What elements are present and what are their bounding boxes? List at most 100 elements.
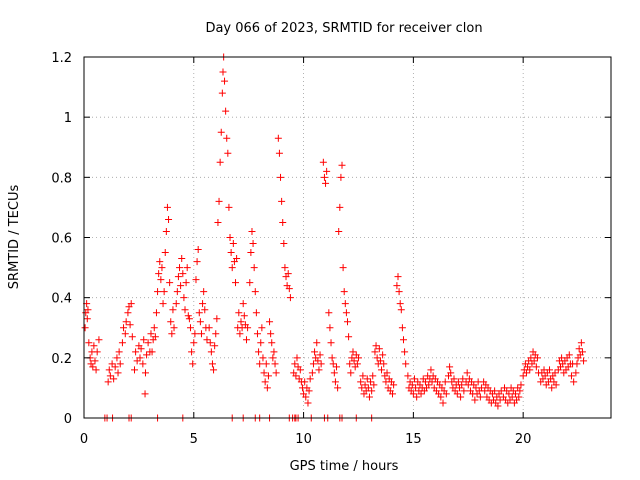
data-point (270, 348, 278, 356)
data-point (226, 234, 234, 241)
data-point (522, 369, 530, 377)
data-point (197, 330, 205, 338)
x-tick-label: 0 (80, 432, 88, 447)
y-tick-label: 0.6 (51, 232, 72, 247)
data-point (81, 324, 89, 332)
data-point (342, 309, 350, 317)
data-point (368, 387, 376, 395)
data-point (316, 351, 324, 359)
data-point (277, 173, 285, 181)
data-point (410, 375, 418, 383)
data-point (180, 294, 188, 302)
data-point (336, 203, 344, 211)
data-point (216, 158, 224, 166)
data-point (92, 366, 100, 374)
data-point (291, 360, 299, 368)
data-point (206, 339, 214, 347)
data-point (460, 387, 468, 395)
data-point (113, 354, 121, 362)
data-point (269, 354, 277, 362)
data-point (323, 167, 331, 175)
data-point (331, 378, 339, 386)
data-point (363, 375, 371, 383)
data-point (458, 381, 466, 389)
data-point (357, 378, 365, 386)
data-point (120, 324, 128, 332)
data-point (196, 318, 204, 326)
data-point (279, 218, 287, 226)
data-point (399, 336, 407, 344)
data-point (104, 378, 112, 386)
data-point (548, 384, 556, 392)
data-point (90, 342, 98, 350)
data-point (252, 309, 260, 317)
data-point (208, 360, 216, 368)
data-point (212, 330, 220, 338)
data-point (361, 381, 369, 389)
data-point (177, 282, 185, 290)
data-point (257, 339, 265, 347)
data-point (322, 179, 330, 187)
data-point (286, 294, 294, 302)
data-point (346, 360, 354, 368)
data-point (285, 285, 293, 293)
data-point (181, 306, 189, 314)
x-axis-label: GPS time / hours (290, 459, 399, 474)
y-tick-label: 1 (64, 111, 72, 126)
data-point (396, 300, 404, 308)
data-point (110, 375, 118, 383)
data-point (453, 390, 461, 398)
data-point (223, 134, 231, 142)
data-point (215, 197, 223, 205)
x-tick-label: 15 (405, 432, 422, 447)
data-point (365, 393, 373, 401)
data-point (471, 396, 479, 404)
data-point (369, 372, 377, 380)
data-point (463, 369, 471, 377)
data-point (147, 330, 155, 338)
data-point (281, 264, 289, 272)
data-point (315, 366, 323, 374)
data-point (390, 381, 398, 389)
data-point (122, 318, 130, 326)
data-point (229, 240, 237, 248)
data-point (457, 393, 465, 401)
data-point (371, 348, 379, 356)
data-point (446, 363, 454, 371)
data-point (280, 240, 288, 248)
data-point (242, 336, 250, 344)
data-point (459, 375, 467, 383)
data-point (85, 339, 93, 347)
data-point (139, 360, 147, 368)
data-point (389, 390, 397, 398)
data-point (378, 366, 386, 374)
data-point (200, 288, 208, 296)
data-point (327, 339, 335, 347)
data-point (247, 249, 255, 257)
data-point (439, 399, 447, 407)
data-point (183, 264, 191, 272)
data-point (179, 270, 187, 278)
data-point (373, 354, 381, 362)
data-point (349, 348, 357, 356)
data-point (450, 375, 458, 383)
data-point (83, 315, 91, 323)
data-point (367, 378, 375, 386)
data-point (222, 107, 230, 115)
data-point (95, 336, 103, 344)
data-point (228, 264, 236, 272)
data-point (207, 348, 215, 356)
data-point (256, 360, 264, 368)
data-point (335, 227, 343, 235)
data-point (447, 369, 455, 377)
data-point (337, 173, 345, 181)
data-point (380, 360, 388, 368)
data-point (580, 357, 588, 365)
data-point (108, 360, 116, 368)
data-point (427, 366, 435, 374)
data-point (155, 270, 163, 278)
data-point (344, 318, 351, 326)
data-point (567, 372, 575, 380)
data-point (114, 369, 122, 377)
data-point (508, 393, 516, 401)
